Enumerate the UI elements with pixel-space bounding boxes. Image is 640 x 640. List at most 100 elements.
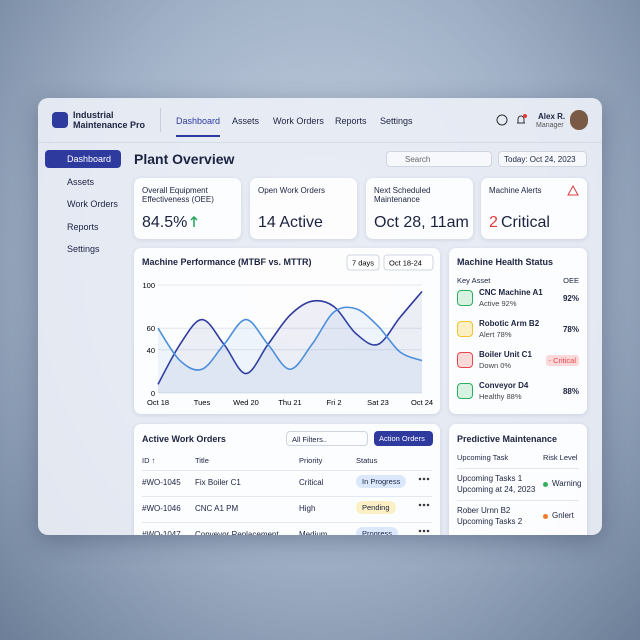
asset-oee: 92%: [562, 294, 579, 303]
asset-name: Conveyor D4: [479, 381, 529, 390]
sidebar-item[interactable]: Assets: [67, 177, 95, 187]
task-name: Upcoming Tasks 1: [457, 474, 523, 483]
column-header: Key Asset: [457, 276, 491, 285]
row-divider: [142, 522, 432, 523]
risk-level: Gnlert: [552, 511, 574, 520]
asset-status: Down 0%: [479, 361, 512, 370]
avatar[interactable]: [570, 110, 588, 130]
task-detail: Upcoming at 24, 2023: [457, 485, 536, 494]
nav-item[interactable]: Assets: [232, 116, 260, 126]
risk-dot: [543, 514, 548, 519]
alert-icon: [567, 185, 579, 196]
column-header: Priority: [299, 456, 323, 465]
x-tick-label: Sat 23: [367, 398, 389, 407]
row-divider: [142, 470, 432, 471]
health-card: Machine Health Status Key Asset OEE CNC …: [449, 248, 587, 414]
asset-oee: 88%: [562, 387, 579, 396]
row-menu[interactable]: [418, 526, 430, 535]
kpi-label: Machine Alerts: [489, 186, 542, 195]
y-tick-label: 0: [151, 389, 155, 398]
nav-item[interactable]: Dashboard: [176, 116, 221, 137]
asset-status: Healthy 88%: [479, 392, 522, 401]
button: [346, 254, 380, 271]
user-role: Manager: [536, 122, 564, 129]
x-tick-label: Oct 24: [411, 398, 433, 407]
asset-name: Robotic Arm B2: [479, 319, 540, 328]
filter-dropdown[interactable]: All Filters..: [286, 431, 368, 446]
cell: Critical: [299, 478, 324, 487]
row-menu[interactable]: [418, 500, 430, 510]
x-tick-label: Tues: [194, 398, 211, 407]
y-tick-label: 60: [147, 324, 155, 333]
column-header: ID ↑: [142, 456, 156, 465]
cell: #WO-1047: [142, 530, 181, 535]
date-picker[interactable]: Today: Oct 24, 2023: [498, 151, 587, 167]
asset-oee: 78%: [562, 325, 579, 334]
x-tick-label: Fri 2: [327, 398, 342, 407]
cell: Medium: [299, 530, 328, 535]
cell: #WO-1046: [142, 504, 181, 513]
cell: #WO-1045: [142, 478, 181, 487]
asset-status: Alert 78%: [479, 330, 512, 339]
chart: Machine Performance (MTBF vs. MTTR) 7 day…: [142, 254, 434, 407]
row-divider: [457, 500, 579, 501]
status-icon: [457, 352, 473, 368]
logo: [52, 112, 68, 128]
kpi-label: Open Work Orders: [258, 186, 325, 195]
status-pill: In Progress: [356, 475, 407, 488]
range-button: 7 days: [352, 259, 374, 268]
asset-status: Active 92%: [479, 299, 517, 308]
work-orders-card: Active Work Orders All Filters.. Action …: [134, 424, 440, 535]
card-title: Machine Health Status: [457, 257, 554, 267]
trend-up: [190, 216, 198, 227]
nav-item[interactable]: Reports: [335, 116, 367, 126]
cell: High: [299, 504, 316, 513]
column-header: Upcoming Task: [457, 453, 509, 462]
nav-item[interactable]: Settings: [380, 116, 413, 126]
kpi-card: Open Work Orders 14 Active: [250, 178, 357, 239]
chart-card: Machine Performance (MTBF vs. MTTR) 7 day…: [134, 248, 440, 414]
risk-level: Warning: [552, 479, 582, 488]
y-tick-label: 40: [147, 346, 155, 355]
task-detail: Upcoming Tasks 2: [457, 517, 523, 526]
cell: Fix Boiler C1: [195, 478, 241, 487]
x-tick-label: Oct 18: [147, 398, 169, 407]
x-tick-label: Thu 21: [278, 398, 301, 407]
column-header: Risk Level: [543, 453, 578, 462]
status-pill: Progress: [356, 527, 399, 535]
series-area: [158, 291, 422, 393]
sidebar-item[interactable]: Dashboard: [45, 150, 121, 168]
column-header: Title: [195, 456, 209, 465]
sidebar-item[interactable]: Reports: [67, 222, 99, 232]
button: [383, 254, 434, 271]
kpi-label: Overall Equipment Effectiveness (OEE): [142, 186, 214, 204]
search-box[interactable]: Search: [386, 151, 492, 167]
series-line: [157, 290, 423, 385]
kpi-value: 14 Active: [258, 214, 323, 231]
action-button[interactable]: Action Orders: [374, 431, 433, 446]
row-divider: [142, 496, 432, 497]
row-divider: [457, 468, 579, 469]
sidebar-item[interactable]: Settings: [67, 244, 100, 254]
asset-name: CNC Machine A1: [479, 288, 543, 297]
chart-title: Machine Performance (MTBF vs. MTTR): [142, 257, 312, 267]
header-icons[interactable]: [496, 114, 528, 126]
risk-dot: [543, 482, 548, 487]
kpi-label: Next Scheduled Maintenance: [374, 186, 431, 204]
app-name: Industrial Maintenance Pro: [73, 110, 146, 130]
x-tick-label: Wed 20: [233, 398, 259, 407]
kpi-unit: Critical: [501, 214, 550, 231]
sidebar-item[interactable]: Work Orders: [67, 199, 118, 209]
user-name: Alex R.: [538, 112, 566, 121]
app-window: Industrial Maintenance Pro Dashboard Ass…: [38, 98, 602, 535]
kpi-count: 2: [489, 214, 498, 231]
row-menu[interactable]: [418, 474, 430, 484]
asset-oee: - Critical: [545, 355, 579, 366]
kpi-value: 84.5%: [142, 214, 188, 231]
nav-item[interactable]: Work Orders: [273, 116, 324, 126]
column-header: OEE: [563, 276, 579, 285]
card-title: Predictive Maintenance: [457, 434, 558, 444]
asset-name: Boiler Unit C1: [479, 350, 532, 359]
predictive-card: Predictive Maintenance Upcoming Task Ris…: [449, 424, 587, 535]
